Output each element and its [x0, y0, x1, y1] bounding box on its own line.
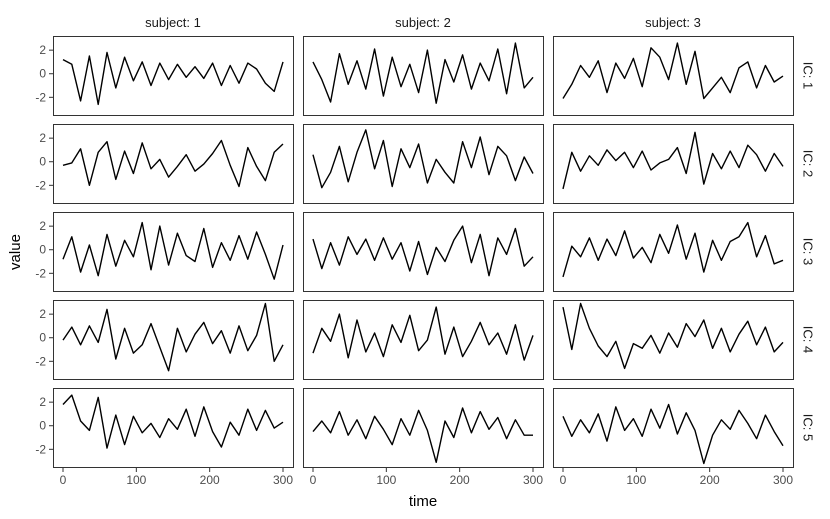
series-line: [562, 131, 784, 190]
x-tick-label: 100: [376, 473, 396, 487]
y-tick-label: 0: [39, 155, 46, 169]
series-line: [62, 139, 284, 188]
panel-border: [303, 388, 544, 468]
series-line: [312, 225, 534, 277]
y-tick-label: 2: [39, 219, 46, 233]
panel-border: [53, 388, 294, 468]
panel: [553, 212, 794, 292]
x-tick-label: 0: [310, 473, 317, 487]
y-tick-label: -2: [35, 442, 46, 456]
panel-border: [553, 388, 794, 468]
panel: [53, 300, 294, 380]
y-tick-label: 2: [39, 43, 46, 57]
facet-column-label: subject: 2: [395, 15, 451, 30]
panel-border: [303, 300, 544, 380]
y-axis-title: value: [7, 234, 24, 270]
panel-border: [53, 36, 294, 116]
panel-border: [303, 124, 544, 204]
series-line: [562, 42, 784, 100]
panel: [53, 36, 294, 116]
panel-border: [53, 124, 294, 204]
panel: [53, 212, 294, 292]
x-tick-label: 200: [200, 473, 220, 487]
facet-row-label: IC: 5: [801, 414, 816, 441]
panel-border: [303, 212, 544, 292]
y-tick-label: 0: [39, 331, 46, 345]
y-tick-label: 0: [39, 67, 46, 81]
series-line: [312, 129, 534, 189]
x-tick-label: 300: [523, 473, 543, 487]
panel: [303, 388, 544, 468]
x-tick-label: 100: [626, 473, 646, 487]
y-tick-label: -2: [35, 266, 46, 280]
series-line: [312, 306, 534, 361]
series-line: [62, 221, 284, 280]
panel: [303, 36, 544, 116]
panel: [553, 300, 794, 380]
panel-border: [553, 124, 794, 204]
series-line: [562, 403, 784, 465]
panel-border: [303, 36, 544, 116]
y-tick-label: 2: [39, 395, 46, 409]
panel: [303, 300, 544, 380]
facet-row-label: IC: 3: [801, 238, 816, 265]
x-tick-label: 0: [560, 473, 567, 487]
panel: [53, 124, 294, 204]
series-line: [62, 394, 284, 449]
y-tick-label: 2: [39, 307, 46, 321]
panel: [53, 388, 294, 468]
x-tick-label: 200: [700, 473, 720, 487]
x-tick-label: 300: [273, 473, 293, 487]
series-line: [62, 51, 284, 106]
panel: [553, 388, 794, 468]
series-line: [562, 221, 784, 278]
y-tick-label: -2: [35, 354, 46, 368]
panel: [303, 124, 544, 204]
panel-border: [553, 212, 794, 292]
panel: [553, 124, 794, 204]
y-tick-label: 0: [39, 419, 46, 433]
panel-border: [553, 300, 794, 380]
panel: [553, 36, 794, 116]
panel-border: [53, 212, 294, 292]
y-tick-label: -2: [35, 90, 46, 104]
panel-border: [53, 300, 294, 380]
series-line: [562, 302, 784, 370]
facet-row-label: IC: 4: [801, 326, 816, 353]
panel: [303, 212, 544, 292]
facet-row-label: IC: 2: [801, 150, 816, 177]
facet-row-label: IC: 1: [801, 62, 816, 89]
facet-column-label: subject: 3: [645, 15, 701, 30]
facet-column-label: subject: 1: [145, 15, 201, 30]
x-tick-label: 200: [450, 473, 470, 487]
x-tick-label: 300: [773, 473, 793, 487]
y-tick-label: 2: [39, 131, 46, 145]
y-tick-label: 0: [39, 243, 46, 257]
x-tick-label: 100: [126, 473, 146, 487]
x-tick-label: 0: [60, 473, 67, 487]
series-line: [62, 302, 284, 372]
series-line: [312, 407, 533, 463]
x-axis-title: time: [409, 493, 437, 510]
panel-border: [553, 36, 794, 116]
series-line: [312, 42, 534, 104]
y-tick-label: -2: [35, 178, 46, 192]
